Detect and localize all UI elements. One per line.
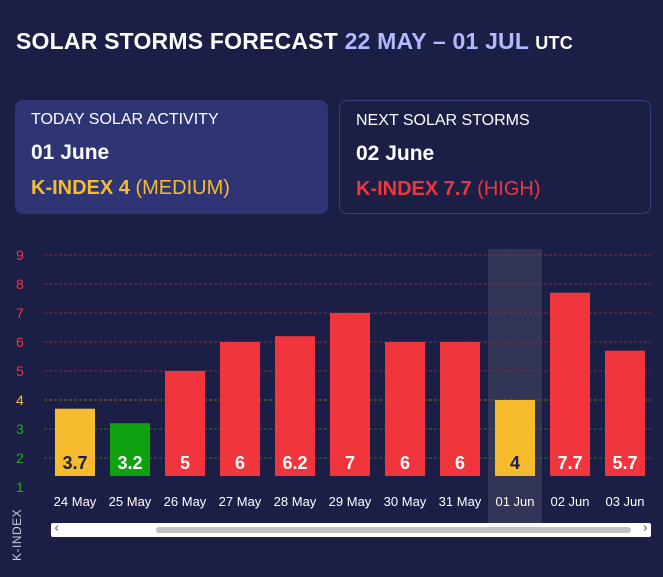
y-tick-label: 5 [16, 363, 24, 379]
chart-scrollbar[interactable]: ‹ › [51, 521, 651, 537]
bar-value-label: 4 [510, 453, 520, 473]
x-tick-label: 29 May [329, 494, 372, 509]
x-tick-label: 26 May [164, 494, 207, 509]
bar [110, 423, 150, 476]
bar [385, 342, 425, 476]
bar [55, 408, 95, 476]
next-kindex-level: (HIGH) [477, 178, 541, 200]
x-tick-label: 01 Jun [495, 494, 534, 509]
bar [550, 292, 590, 476]
y-tick-label: 8 [16, 276, 24, 292]
bar-value-label: 6 [455, 453, 465, 473]
y-axis-title: K-INDEX [10, 508, 24, 561]
y-tick-label: 4 [16, 392, 24, 408]
kindex-bar-chart: 1 2 3 4 5 6 7 8 9 3.7 24 May 3.2 25 May 5 26 May 6 27 Ma… [16, 247, 651, 524]
x-tick-label: 02 Jun [550, 494, 589, 509]
bar-value-label: 6.2 [282, 453, 307, 473]
bar [275, 336, 315, 476]
date-range: 22 MAY – 01 JUL [344, 28, 529, 54]
bar [165, 371, 205, 476]
today-kindex-value: K-INDEX 4 [31, 177, 130, 199]
x-tick-label: 24 May [54, 494, 97, 509]
scroll-right-arrow[interactable]: › [642, 521, 648, 536]
bar [605, 350, 645, 476]
timezone-label: UTC [535, 33, 573, 53]
bar [440, 342, 480, 476]
y-tick-label: 3 [16, 421, 24, 437]
today-activity-card: TODAY SOLAR ACTIVITY 01 June K-INDEX 4 (… [15, 100, 328, 214]
today-kindex-level: (MEDIUM) [135, 177, 230, 199]
bar-value-label: 6 [235, 453, 245, 473]
x-tick-label: 25 May [109, 494, 152, 509]
scrollbar-thumb[interactable] [156, 527, 631, 533]
next-kindex-value: K-INDEX 7.7 [356, 178, 472, 200]
y-tick-label: 9 [16, 247, 24, 263]
scroll-left-arrow[interactable]: ‹ [54, 521, 60, 536]
y-tick-label: 6 [16, 334, 24, 350]
x-tick-label: 30 May [384, 494, 427, 509]
today-card-label: TODAY SOLAR ACTIVITY [31, 111, 219, 128]
today-highlight-column [488, 249, 542, 524]
page-title: SOLAR STORMS FORECAST 22 MAY – 01 JUL UT… [16, 28, 573, 55]
bar-value-label: 5 [180, 453, 190, 473]
y-tick-label: 1 [16, 479, 24, 495]
next-kindex-line: K-INDEX 7.7 (HIGH) [356, 178, 634, 201]
x-tick-label: 27 May [219, 494, 262, 509]
next-date: 02 June [356, 142, 435, 165]
x-tick-label: 28 May [274, 494, 317, 509]
bar-value-label: 3.2 [117, 453, 142, 473]
x-tick-label: 03 Jun [605, 494, 644, 509]
bar-value-label: 7.7 [557, 453, 582, 473]
bar [220, 342, 260, 476]
y-tick-label: 2 [16, 450, 24, 466]
title-text: SOLAR STORMS FORECAST [16, 28, 338, 54]
bar-value-label: 7 [345, 453, 355, 473]
next-storms-card: NEXT SOLAR STORMS 02 June K-INDEX 7.7 (H… [339, 100, 651, 214]
y-tick-label: 7 [16, 305, 24, 321]
x-tick-label: 31 May [439, 494, 482, 509]
today-kindex-line: K-INDEX 4 (MEDIUM) [31, 177, 312, 200]
bar [495, 400, 535, 476]
next-card-label: NEXT SOLAR STORMS [356, 112, 530, 129]
bar [330, 313, 370, 476]
today-date: 01 June [31, 141, 110, 164]
bar-value-label: 3.7 [62, 453, 87, 473]
bar-value-label: 5.7 [612, 453, 637, 473]
bar-value-label: 6 [400, 453, 410, 473]
